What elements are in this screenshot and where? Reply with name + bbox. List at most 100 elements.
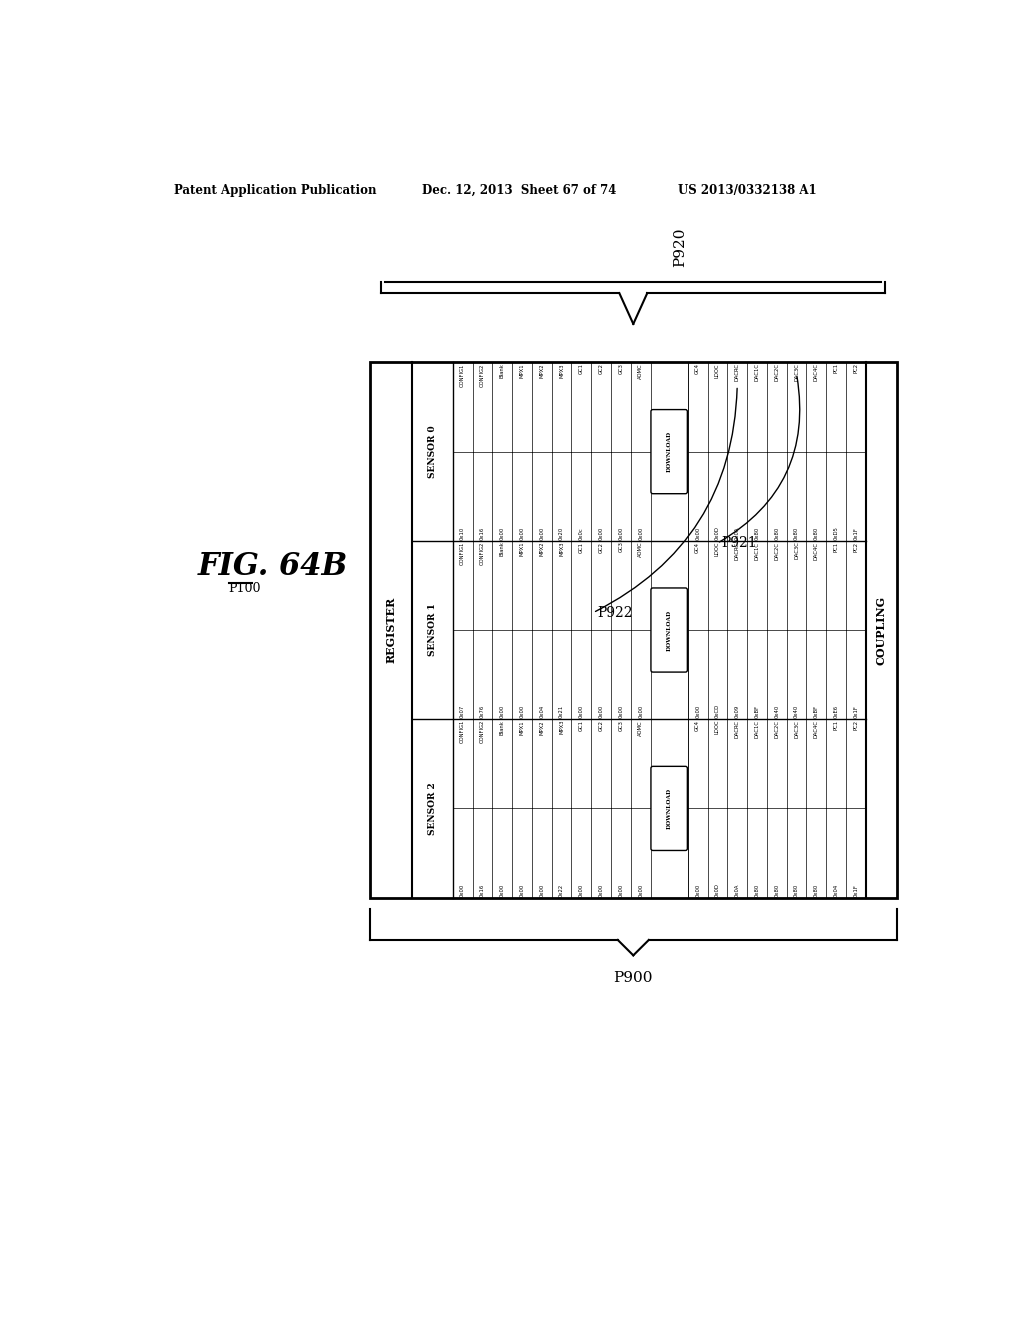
Text: GC3: GC3 (618, 541, 624, 553)
Text: 0x21: 0x21 (559, 705, 564, 718)
Text: 0x00: 0x00 (638, 883, 643, 896)
FancyBboxPatch shape (651, 767, 687, 850)
Text: AOMC: AOMC (638, 719, 643, 735)
Text: 0x00: 0x00 (599, 705, 603, 718)
Text: P900: P900 (613, 970, 653, 985)
Text: 0x16: 0x16 (480, 527, 485, 540)
Text: REGISTER: REGISTER (386, 597, 396, 663)
Text: GC2: GC2 (599, 541, 603, 553)
Text: MPX2: MPX2 (540, 363, 544, 378)
Text: 0x09: 0x09 (734, 705, 739, 718)
Text: 0x07: 0x07 (460, 705, 465, 718)
Text: 0x00: 0x00 (695, 705, 700, 718)
Text: 0x22: 0x22 (559, 883, 564, 896)
Text: 0x00: 0x00 (638, 527, 643, 540)
Text: DAC4C: DAC4C (814, 719, 819, 738)
Text: 0xBF: 0xBF (814, 705, 819, 718)
Text: CONFIG1: CONFIG1 (460, 363, 465, 387)
Text: Blank: Blank (500, 541, 505, 557)
Text: 0x00: 0x00 (599, 883, 603, 896)
Text: 0x00: 0x00 (500, 527, 505, 540)
Text: 0x20: 0x20 (559, 527, 564, 540)
Text: MPX3: MPX3 (559, 541, 564, 556)
Text: SENSOR 2: SENSOR 2 (428, 781, 437, 834)
Text: CONFIG1: CONFIG1 (460, 719, 465, 743)
Text: PC2: PC2 (853, 363, 858, 374)
Text: 0x80: 0x80 (774, 527, 779, 540)
Text: DAC3C: DAC3C (794, 719, 799, 738)
FancyBboxPatch shape (651, 587, 687, 672)
Text: Blank: Blank (500, 363, 505, 378)
Text: 0x40: 0x40 (774, 705, 779, 718)
Text: 0x1F: 0x1F (853, 527, 858, 540)
Text: 0x76: 0x76 (480, 705, 485, 718)
Text: DOWNLOAD: DOWNLOAD (667, 788, 672, 829)
Text: 0x00: 0x00 (500, 883, 505, 896)
Text: CONFIG2: CONFIG2 (480, 363, 485, 387)
Text: DOWNLOAD: DOWNLOAD (667, 610, 672, 651)
Text: 0x40: 0x40 (794, 705, 799, 718)
Text: 0x00: 0x00 (460, 883, 465, 896)
Text: DAC2C: DAC2C (774, 541, 779, 560)
Text: PC1: PC1 (834, 719, 839, 730)
Text: FIG. 64B: FIG. 64B (198, 550, 348, 582)
Text: DAC1C: DAC1C (755, 541, 760, 560)
Text: GC1: GC1 (579, 719, 584, 731)
Text: 0x10: 0x10 (460, 527, 465, 540)
Text: 0x80: 0x80 (755, 527, 760, 540)
Text: 0x00: 0x00 (519, 883, 524, 896)
Text: DAC3C: DAC3C (794, 541, 799, 560)
Text: 0x00: 0x00 (519, 705, 524, 718)
Text: DACRC: DACRC (734, 719, 739, 738)
Text: 0x0D: 0x0D (715, 883, 720, 896)
Bar (370, 363, 897, 898)
Text: CONFIG2: CONFIG2 (480, 541, 485, 565)
Text: GC2: GC2 (599, 363, 603, 375)
Text: Patent Application Publication: Patent Application Publication (174, 185, 377, 197)
Text: GC4: GC4 (695, 719, 700, 731)
Text: 0x1F: 0x1F (853, 884, 858, 896)
Text: GC3: GC3 (618, 363, 624, 374)
Text: LDOC: LDOC (715, 363, 720, 378)
Text: GC1: GC1 (579, 541, 584, 553)
Text: 0x00: 0x00 (618, 527, 624, 540)
Text: CONFIG1: CONFIG1 (460, 541, 465, 565)
Text: DAC2C: DAC2C (774, 719, 779, 738)
Text: LDOC: LDOC (715, 719, 720, 734)
Text: 0x00: 0x00 (500, 705, 505, 718)
Text: 0x80: 0x80 (814, 883, 819, 896)
Text: 0x80: 0x80 (794, 527, 799, 540)
Text: P100: P100 (228, 582, 261, 595)
Text: 0x00: 0x00 (519, 527, 524, 540)
Text: 0x00: 0x00 (695, 527, 700, 540)
Text: GC4: GC4 (695, 363, 700, 375)
Text: 0x00: 0x00 (618, 705, 624, 718)
Text: 0x00: 0x00 (579, 883, 584, 896)
Text: SENSOR 1: SENSOR 1 (428, 603, 437, 656)
Text: 0x0A: 0x0A (734, 883, 739, 896)
Text: MPX1: MPX1 (519, 541, 524, 556)
Text: 0xBF: 0xBF (755, 705, 760, 718)
Text: 0x0c: 0x0c (579, 527, 584, 540)
Text: Dec. 12, 2013  Sheet 67 of 74: Dec. 12, 2013 Sheet 67 of 74 (423, 185, 616, 197)
Text: 0x00: 0x00 (638, 705, 643, 718)
Text: 0xD5: 0xD5 (834, 527, 839, 540)
Text: P921: P921 (721, 536, 757, 550)
Text: PC1: PC1 (834, 541, 839, 552)
Text: 0x80: 0x80 (774, 883, 779, 896)
Text: DOWNLOAD: DOWNLOAD (667, 432, 672, 473)
Text: GC2: GC2 (599, 719, 603, 731)
Text: DAC2C: DAC2C (774, 363, 779, 381)
Text: 0x80: 0x80 (814, 527, 819, 540)
Text: DAC4C: DAC4C (814, 541, 819, 560)
Text: 0x00: 0x00 (618, 883, 624, 896)
Text: DAC4C: DAC4C (814, 363, 819, 381)
Text: GC1: GC1 (579, 363, 584, 375)
Text: CONFIG2: CONFIG2 (480, 719, 485, 743)
Text: Blank: Blank (500, 719, 505, 735)
Text: 0x80: 0x80 (755, 883, 760, 896)
Text: 0x1F: 0x1F (853, 706, 858, 718)
Text: MPX3: MPX3 (559, 719, 564, 734)
Text: 0x0A: 0x0A (734, 527, 739, 540)
Text: 0x00: 0x00 (695, 883, 700, 896)
